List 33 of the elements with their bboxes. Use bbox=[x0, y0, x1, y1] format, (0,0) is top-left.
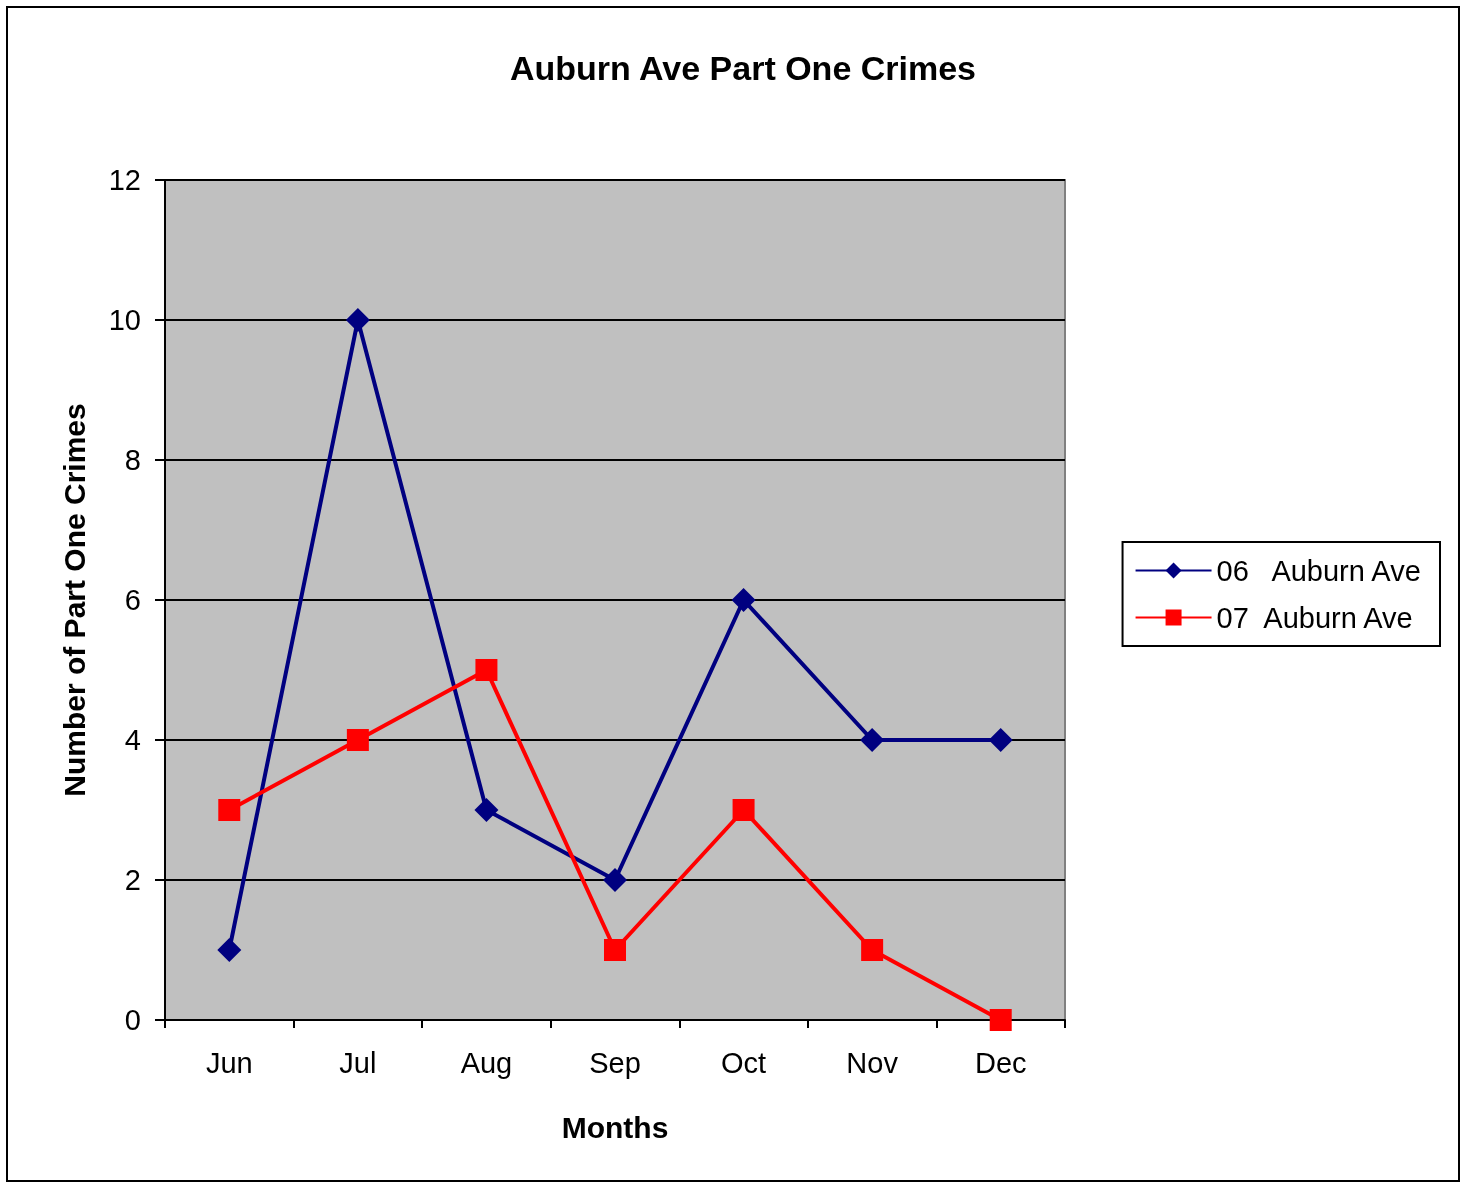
point bbox=[732, 799, 755, 821]
point bbox=[346, 729, 369, 751]
y-tick-label: 0 bbox=[124, 1004, 141, 1036]
y-tick-label: 8 bbox=[124, 444, 141, 476]
chart-title: Auburn Ave Part One Crimes bbox=[509, 49, 977, 87]
point bbox=[861, 939, 884, 961]
x-tick-label: Nov bbox=[846, 1046, 899, 1079]
y-axis-title: Number of Part One Crimes bbox=[57, 403, 91, 797]
point bbox=[218, 799, 241, 821]
y-tick-label: 4 bbox=[124, 724, 141, 756]
point bbox=[475, 659, 498, 681]
y-tick-label: 6 bbox=[124, 584, 141, 616]
point bbox=[603, 868, 627, 892]
point bbox=[474, 798, 499, 822]
point bbox=[988, 728, 1013, 752]
x-tick-label: Dec bbox=[974, 1046, 1027, 1079]
x-tick-label: Sep bbox=[589, 1046, 641, 1079]
y-tick-label: 10 bbox=[108, 304, 141, 336]
point bbox=[860, 728, 885, 752]
point bbox=[604, 939, 626, 961]
point bbox=[345, 308, 370, 332]
x-axis-title: Months bbox=[561, 1110, 669, 1144]
point bbox=[731, 588, 756, 612]
y-tick-label: 2 bbox=[124, 864, 141, 896]
point bbox=[217, 938, 242, 962]
x-tick-label: Oct bbox=[721, 1046, 767, 1079]
point bbox=[989, 1009, 1012, 1031]
x-tick-label: Jul bbox=[339, 1046, 377, 1079]
legend-label: 06 Auburn Ave bbox=[1216, 554, 1421, 587]
x-tick-label: Aug bbox=[460, 1046, 513, 1079]
y-tick-label: 12 bbox=[108, 164, 141, 196]
legend-label: 07 Auburn Ave bbox=[1216, 601, 1413, 634]
x-tick-label: Jun bbox=[205, 1046, 253, 1079]
